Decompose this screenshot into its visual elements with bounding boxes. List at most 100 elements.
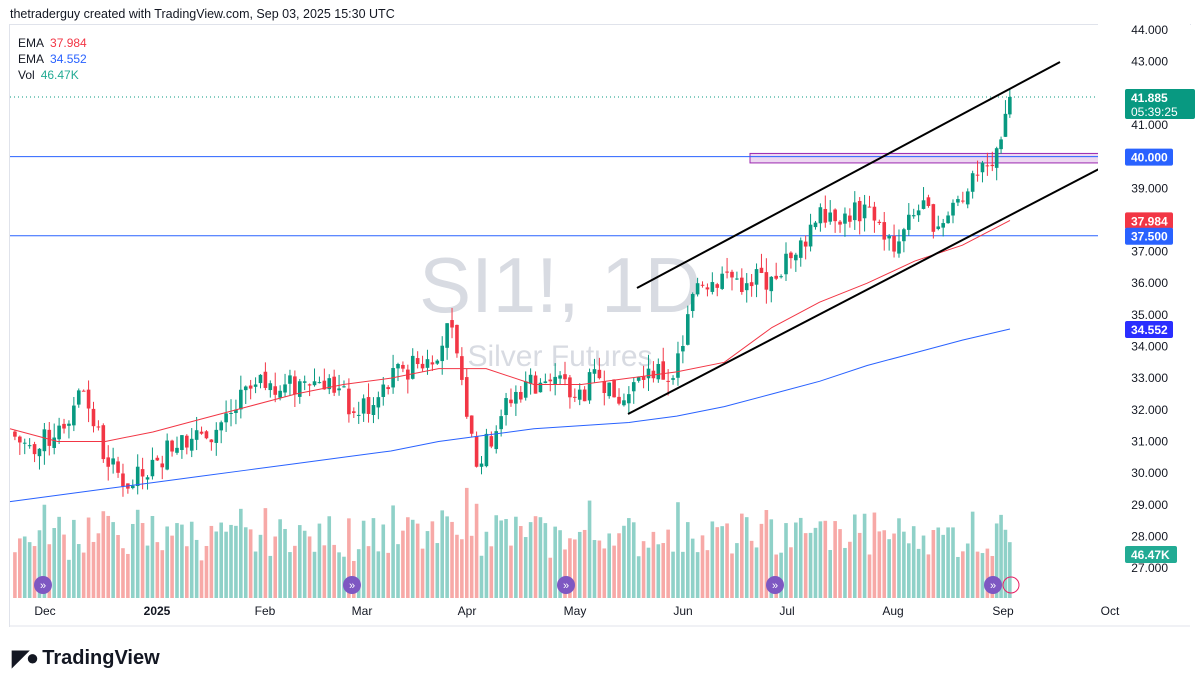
candle-body [106, 457, 111, 467]
y-tick-label: 35.000 [1131, 308, 1168, 322]
candle-body [489, 436, 494, 447]
volume-bar [185, 546, 189, 598]
candle-body [911, 215, 916, 217]
countdown-label: 05:39:25 [1131, 105, 1178, 119]
volume-bar [710, 521, 715, 598]
volume-bar [651, 531, 656, 598]
volume-bar [641, 541, 646, 598]
candle-body [91, 408, 96, 427]
candle-body [936, 226, 941, 229]
volume-bar [965, 543, 970, 598]
volume-bar [312, 551, 317, 598]
volume-bar [283, 528, 287, 598]
candle-body [371, 405, 376, 415]
x-tick-label: May [564, 604, 587, 618]
volume-bar [970, 511, 975, 598]
candle-body [214, 429, 219, 443]
candle-body [464, 377, 469, 417]
x-tick-label: Aug [882, 604, 903, 618]
x-tick-label: Jun [673, 604, 692, 618]
legend-ema-slow[interactable]: EMA 34.552 [18, 52, 87, 66]
candle-body [528, 374, 533, 384]
volume-bar [76, 544, 81, 598]
volume-bar [936, 527, 941, 598]
candle-body [248, 385, 253, 389]
volume-bar [818, 521, 823, 598]
event-icon-glyph: » [40, 580, 46, 592]
candle-body [951, 202, 955, 216]
candle-body [386, 387, 390, 390]
candle-body [121, 473, 125, 487]
candle-body [361, 398, 366, 414]
volume-bar [543, 523, 548, 598]
candle-body [627, 394, 631, 404]
candle-body [641, 376, 646, 380]
volume-bar [528, 522, 533, 598]
volume-bar [622, 525, 626, 598]
candle-body [253, 384, 258, 387]
attribution: thetraderguy created with TradingView.co… [10, 7, 395, 21]
volume-bar [887, 539, 891, 598]
candle-body [700, 284, 705, 286]
volume-bar [980, 553, 985, 598]
volume-bar [862, 513, 867, 598]
volume-label-bg [1125, 546, 1177, 563]
legend-volume[interactable]: Vol 46.47K [18, 68, 79, 82]
volume-bar [499, 520, 503, 598]
candle-body [189, 438, 194, 451]
candle-body [455, 324, 459, 354]
candle-body [946, 215, 950, 224]
candle-body [833, 209, 837, 222]
y-tick-label: 33.000 [1131, 371, 1168, 385]
candle-body [52, 437, 57, 448]
y-tick-label: 29.000 [1131, 498, 1168, 512]
candle-body [681, 345, 685, 352]
chart-frame[interactable] [9, 24, 1191, 627]
upper-trendline [636, 61, 1061, 289]
volume-bar [985, 548, 990, 598]
candle-body [798, 240, 803, 258]
candle-body [263, 371, 268, 388]
candle-body [469, 415, 474, 434]
volume-bar [243, 527, 248, 598]
volume-bar [725, 523, 729, 598]
volume-bar [563, 549, 567, 598]
tradingview-logo[interactable]: ◤● TradingView [12, 645, 160, 670]
volume-bar [666, 529, 670, 598]
volume-bar [558, 530, 562, 598]
candle-body [808, 224, 813, 247]
volume-bar [975, 551, 980, 598]
candle-body [818, 207, 823, 224]
y-tick-label: 39.000 [1131, 181, 1168, 195]
candle-body [234, 409, 238, 413]
candle-body [941, 223, 945, 228]
candle-body [288, 375, 292, 384]
legend-ema-fast[interactable]: EMA 37.984 [18, 36, 87, 50]
volume-bar [440, 510, 445, 598]
volume-bar [479, 555, 484, 598]
candle-body [474, 436, 479, 467]
candle-body [902, 229, 906, 242]
candle-body [366, 397, 371, 414]
candle-body [916, 210, 921, 216]
volume-bar [229, 524, 233, 598]
candle-body [685, 314, 690, 345]
candle-body [499, 416, 503, 430]
resistance-zone [749, 152, 1108, 164]
volume-bar [18, 538, 22, 598]
volume-bar [332, 544, 336, 598]
volume-bar [897, 518, 901, 598]
candle-body [823, 208, 828, 223]
volume-bar [602, 548, 607, 598]
candle-body [538, 382, 543, 393]
volume-bar [278, 519, 282, 598]
volume-bar [401, 530, 405, 598]
volume-bar [13, 552, 17, 598]
candle-body [440, 345, 445, 362]
volume-bar [946, 527, 950, 598]
volume-bar [843, 547, 847, 598]
volume-bar [307, 536, 312, 598]
candle-body [199, 431, 204, 434]
candle-body [882, 222, 887, 240]
